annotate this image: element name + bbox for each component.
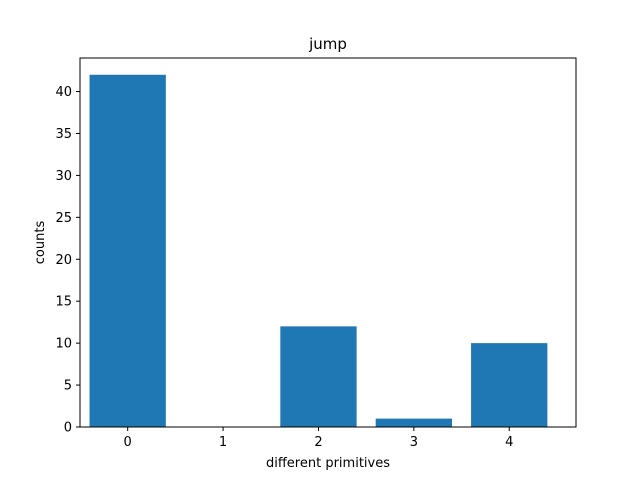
y-tick-label: 5	[64, 379, 72, 394]
y-tick-label: 40	[55, 85, 72, 100]
x-tick-label: 3	[410, 435, 418, 450]
plot-frame	[79, 57, 577, 428]
bar-2	[280, 326, 357, 427]
bar-0	[89, 74, 166, 427]
x-tick-label: 0	[124, 435, 132, 450]
x-axis-label: different primitives	[266, 456, 390, 471]
bars-group	[89, 74, 548, 427]
y-tick-label: 35	[55, 127, 72, 142]
y-tick-label: 30	[55, 169, 72, 184]
y-tick-label: 10	[55, 337, 72, 352]
x-tick-label: 1	[219, 435, 227, 450]
y-tick-label: 20	[55, 253, 72, 268]
y-tick-label: 15	[55, 295, 72, 310]
chart-title: jump	[308, 35, 347, 53]
y-tick-label: 25	[55, 211, 72, 226]
bar-4	[471, 343, 548, 427]
x-ticks-group: 0 1 2 3 4	[124, 427, 513, 450]
y-ticks-group: 0 5 10 15 20 25 30 35 40	[55, 85, 80, 436]
y-axis-label: counts	[33, 221, 48, 265]
x-tick-label: 4	[505, 435, 513, 450]
y-tick-label: 0	[64, 421, 72, 436]
bar-3	[375, 418, 452, 427]
x-tick-label: 2	[314, 435, 322, 450]
